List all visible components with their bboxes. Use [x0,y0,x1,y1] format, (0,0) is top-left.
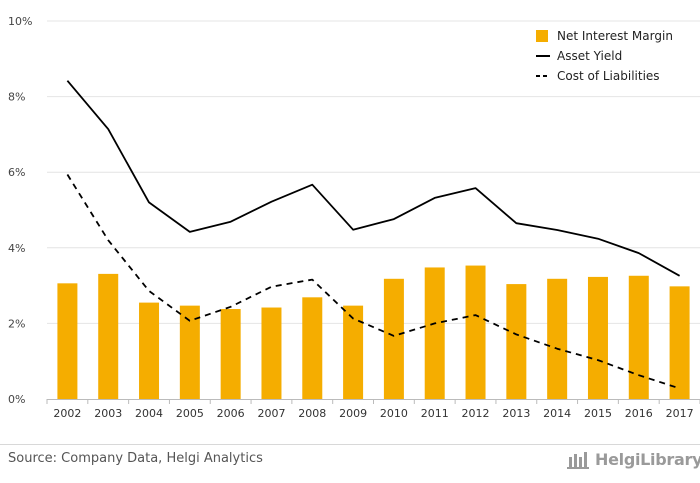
x-tick-label: 2009 [339,407,367,420]
bar-series [57,265,690,399]
bar-net-interest-margin [465,265,486,399]
bar-net-interest-margin [57,283,78,399]
x-tick-label: 2012 [462,407,490,420]
x-tick-label: 2006 [217,407,245,420]
bar-net-interest-margin [424,267,445,399]
brand-logo[interactable]: HelgiLibrary [566,448,700,470]
x-tick-label: 2010 [380,407,408,420]
bar-net-interest-margin [628,275,649,399]
x-tick-label: 2011 [421,407,449,420]
x-tick-label: 2017 [666,407,694,420]
y-tick-label: 10% [8,15,32,28]
line-cost-of-liabilities [66,174,680,390]
y-tick-label: 8% [8,91,25,104]
bar-net-interest-margin [506,284,527,399]
x-axis: 2002 2003 2004 2005 2006 2007 2008 2009 2010 2011… [46,399,700,420]
x-tick-label: 2008 [298,407,326,420]
line-series [66,80,681,390]
bar-net-interest-margin [383,278,404,399]
y-tick-label: 6% [8,166,25,179]
x-tick-label: 2002 [53,407,81,420]
x-tick-label: 2016 [625,407,653,420]
x-tick-label: 2003 [94,407,122,420]
bar-net-interest-margin [220,309,241,399]
x-tick-label: 2005 [176,407,204,420]
x-tick-label: 2014 [543,407,571,420]
x-tick-label: 2013 [502,407,530,420]
y-tick-label: 2% [8,317,25,330]
bar-net-interest-margin [261,307,282,399]
brand-name: HelgiLibrary [595,449,700,469]
bar-net-interest-margin [179,305,200,399]
legend-label: Cost of Liabilities [557,69,660,83]
bar-net-interest-margin [302,297,323,399]
legend-label: Net Interest Margin [557,29,673,43]
x-tick-label: 2007 [257,407,285,420]
legend-label: Asset Yield [557,49,622,63]
bar-net-interest-margin [669,286,690,399]
legend: Net Interest Margin Asset Yield Cost of Li… [536,29,673,83]
bar-net-interest-margin [547,278,568,399]
footer-divider [0,444,700,445]
x-tick-label: 2015 [584,407,612,420]
bar-net-interest-margin [343,305,364,399]
bar-net-interest-margin [98,273,119,399]
line-asset-yield [66,80,681,277]
library-building-icon [567,452,589,469]
x-tick-label: 2004 [135,407,163,420]
y-tick-label: 4% [8,242,25,255]
bar-net-interest-margin [139,302,160,399]
legend-swatch-bar [536,30,548,42]
bar-net-interest-margin [587,276,608,399]
y-axis-ticks: 0% 2% 4% 6% 8% 10% [8,15,32,406]
y-tick-label: 0% [8,393,25,406]
source-note: Source: Company Data, Helgi Analytics [8,451,263,466]
